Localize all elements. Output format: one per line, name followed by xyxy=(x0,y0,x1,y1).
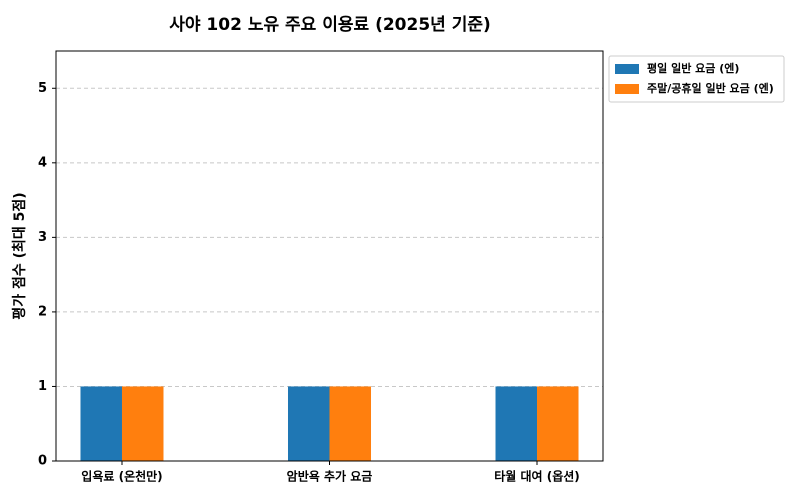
legend-label: 주말/공휴일 일반 요금 (엔) xyxy=(647,81,774,95)
y-axis-label: 평가 점수 (최대 5점) xyxy=(11,192,28,319)
y-tick-label: 1 xyxy=(38,379,47,394)
y-tick-label: 4 xyxy=(38,155,47,170)
y-tick-label: 2 xyxy=(38,304,47,319)
bar xyxy=(287,386,330,461)
y-tick-label: 5 xyxy=(38,81,47,96)
chart-title: 사야 102 노유 주요 이용료 (2025년 기준) xyxy=(169,15,491,35)
bar xyxy=(329,386,372,461)
bar xyxy=(495,386,538,461)
x-tick-label: 입욕료 (온천만) xyxy=(81,469,162,484)
legend-frame xyxy=(608,55,785,103)
y-tick-label: 3 xyxy=(38,230,47,245)
x-tick-label: 타월 대여 (옵션) xyxy=(494,469,580,484)
bar xyxy=(80,386,122,461)
legend-label: 평일 일반 요금 (엔) xyxy=(647,61,739,75)
legend-swatch xyxy=(615,64,639,74)
y-tick-label: 0 xyxy=(38,454,47,469)
bar xyxy=(537,386,579,461)
bar xyxy=(121,386,164,461)
legend-swatch xyxy=(615,84,639,94)
x-tick-label: 암반욕 추가 요금 xyxy=(287,469,373,484)
plot-frame xyxy=(55,50,604,462)
